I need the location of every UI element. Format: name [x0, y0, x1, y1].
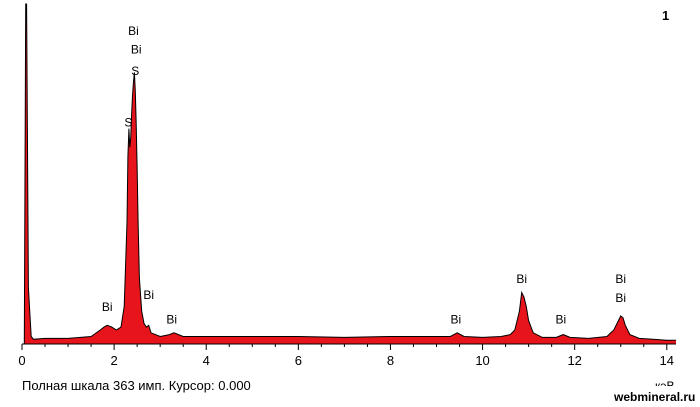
- x-tick-label: 14: [660, 353, 674, 368]
- x-axis-ticks: 0 2 4 6 8 10 12 14: [18, 344, 674, 368]
- x-tick-label: 6: [295, 353, 302, 368]
- watermark: webmineral.ru: [608, 386, 700, 407]
- spectrum-outline: [22, 3, 676, 345]
- x-tick-label: 12: [567, 353, 581, 368]
- peak-label: Bi: [143, 288, 154, 302]
- peak-label: Bi: [102, 300, 113, 314]
- peak-label: Bi: [615, 291, 626, 305]
- peak-labels: Bi Bi S S Bi Bi Bi Bi Bi Bi Bi Bi: [102, 24, 626, 326]
- watermark-text: webmineral.ru: [613, 390, 695, 404]
- peak-label: Bi: [131, 43, 142, 57]
- x-tick-label: 10: [475, 353, 489, 368]
- peak-label: Bi: [556, 312, 567, 326]
- x-tick-label: 2: [110, 353, 117, 368]
- plot-area: [22, 3, 676, 345]
- x-tick-label: 0: [18, 353, 25, 368]
- peak-label: S: [124, 116, 132, 130]
- x-tick-label: 4: [203, 353, 210, 368]
- peak-label: Bi: [615, 272, 626, 286]
- panel-number: 1: [662, 8, 669, 23]
- peak-label: Bi: [451, 312, 462, 326]
- status-line: Полная шкала 363 имп. Курсор: 0.000: [22, 378, 251, 393]
- spectrum-area: [22, 4, 676, 344]
- peak-label: Bi: [166, 312, 177, 326]
- peak-label: Bi: [128, 24, 139, 38]
- x-tick-label: 8: [387, 353, 394, 368]
- peak-label: Bi: [516, 272, 527, 286]
- peak-label: S: [131, 64, 139, 78]
